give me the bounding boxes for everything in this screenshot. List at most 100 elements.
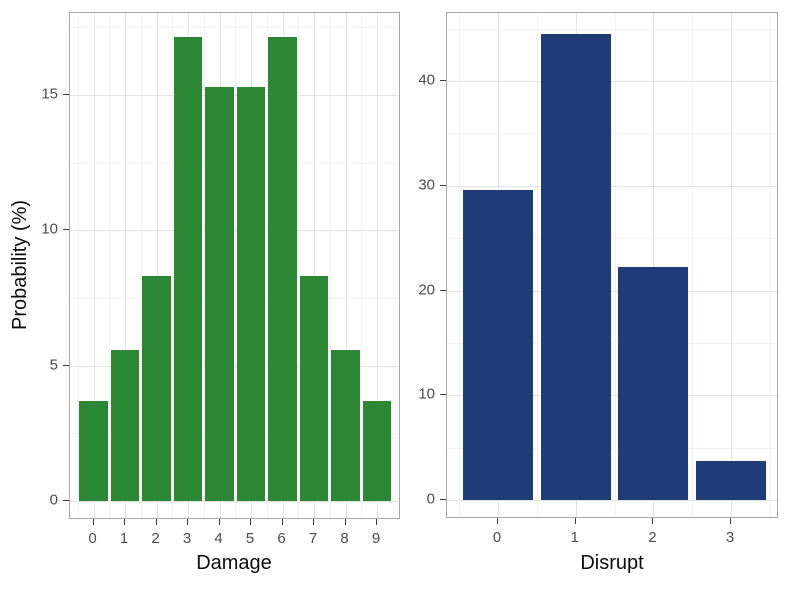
gridline-v-minor [77, 13, 79, 518]
y-tick-label: 10 [418, 385, 435, 403]
gridline-v-minor [536, 13, 538, 517]
y-tick-label: 0 [426, 490, 435, 508]
gridline-v-minor [329, 13, 331, 518]
x-tick-mark [124, 519, 125, 525]
y-tick-mark [440, 289, 446, 291]
gridline-v-minor [769, 13, 771, 517]
x-tick-mark [155, 519, 157, 525]
bar-damage-9 [362, 400, 392, 501]
gridline-v-major [345, 13, 347, 518]
gridline-v-major [156, 13, 158, 518]
gridline-h-major [447, 500, 777, 501]
bar-damage-4 [205, 87, 234, 501]
bar-damage-3 [173, 37, 203, 501]
bar-damage-6 [268, 37, 297, 501]
damage-panel [69, 12, 400, 519]
x-tick-label: 3 [725, 529, 735, 546]
gridline-v-major [377, 13, 378, 518]
bar-damage-8 [331, 350, 360, 501]
x-tick-mark [187, 519, 188, 525]
gridline-h-major [70, 501, 399, 502]
bar-disrupt-0 [463, 189, 533, 500]
x-tick-label: 1 [570, 529, 579, 546]
gridline-v-major [93, 13, 95, 518]
bar-disrupt-3 [696, 461, 767, 500]
x-tick-mark [652, 518, 654, 524]
y-tick-mark [63, 229, 69, 231]
gridline-h-major [447, 81, 777, 82]
y-tick-mark [440, 184, 446, 186]
gridline-h-major [447, 290, 777, 292]
gridline-v-minor [692, 13, 694, 517]
y-tick-mark [63, 93, 69, 95]
x-tick-label: 3 [182, 530, 192, 547]
x-tick-mark [281, 519, 283, 525]
gridline-v-major [314, 13, 315, 518]
gridline-v-minor [172, 13, 174, 518]
x-tick-label: 2 [648, 529, 657, 546]
gridline-v-minor [235, 13, 237, 518]
gridline-h-minor [447, 133, 777, 135]
x-tick-label: 0 [492, 529, 502, 546]
gridline-v-minor [614, 13, 616, 517]
bar-damage-5 [236, 87, 266, 501]
bar-disrupt-2 [618, 267, 689, 500]
gridline-h-major [70, 94, 399, 96]
gridline-h-minor [70, 433, 399, 435]
gridline-h-major [70, 365, 399, 367]
gridline-v-minor [203, 13, 205, 518]
x-tick-mark [313, 519, 314, 525]
gridline-h-major [447, 395, 777, 397]
gridline-v-major [653, 13, 655, 517]
x-tick-label: 8 [340, 530, 349, 547]
x-tick-mark [344, 519, 346, 525]
gridline-h-major [70, 230, 399, 232]
gridline-h-minor [70, 297, 399, 299]
x-tick-mark [92, 519, 94, 525]
gridline-v-minor [266, 13, 268, 518]
gridline-v-major [731, 13, 733, 517]
y-tick-label: 5 [49, 356, 58, 374]
gridline-v-minor [298, 13, 300, 518]
gridline-h-minor [447, 447, 777, 449]
gridline-v-major [125, 13, 126, 518]
gridline-h-minor [70, 162, 399, 164]
bar-damage-1 [110, 350, 140, 501]
x-tick-label: 2 [151, 530, 160, 547]
x-tick-mark [730, 518, 732, 524]
x-tick-mark [574, 518, 576, 524]
gridline-v-minor [392, 13, 394, 518]
gridline-v-minor [140, 13, 142, 518]
disrupt-panel [446, 12, 778, 518]
x-tick-mark [250, 519, 251, 525]
bar-damage-2 [142, 275, 171, 501]
x-tick-label: 7 [308, 530, 318, 547]
x-tick-label: 5 [245, 530, 255, 547]
y-tick-mark [440, 80, 446, 81]
x-tick-label: 1 [119, 530, 129, 547]
gridline-v-minor [459, 13, 461, 517]
bar-damage-0 [79, 400, 108, 501]
gridline-h-minor [447, 238, 777, 240]
x-tick-label: 4 [214, 530, 223, 547]
y-tick-mark [63, 364, 69, 366]
bar-disrupt-1 [540, 34, 611, 500]
x-tick-mark [376, 519, 377, 525]
x-tick-label: 0 [88, 530, 97, 547]
y-tick-label: 10 [41, 220, 58, 238]
x-axis-title-disrupt: Disrupt [580, 552, 644, 574]
bar-damage-7 [299, 275, 329, 501]
y-tick-mark [63, 500, 69, 501]
gridline-v-minor [109, 13, 111, 518]
gridline-h-minor [447, 342, 777, 344]
x-tick-mark [497, 518, 498, 524]
gridline-h-minor [70, 27, 399, 29]
x-tick-mark [218, 519, 220, 525]
x-axis-title-damage: Damage [196, 552, 272, 574]
gridline-h-major [447, 185, 777, 187]
y-tick-label: 40 [418, 71, 435, 89]
gridline-v-minor [361, 13, 363, 518]
gridline-h-minor [447, 28, 777, 30]
y-axis-title: Probability (%) [9, 199, 31, 331]
